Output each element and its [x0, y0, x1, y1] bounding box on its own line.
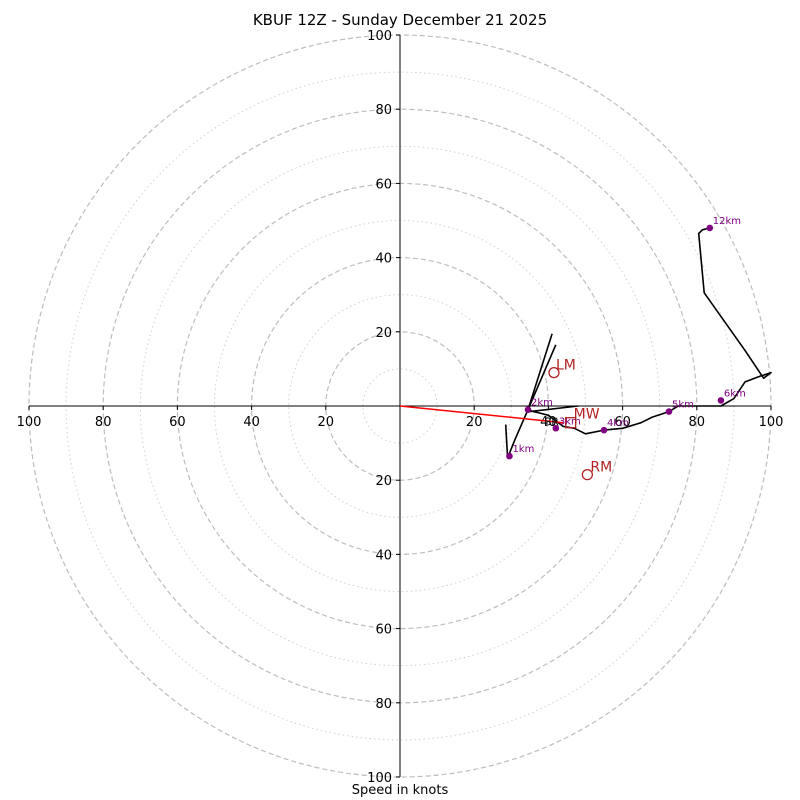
height-label-3km: 3km: [559, 416, 581, 427]
y-tick-label-pos: 20: [375, 326, 392, 341]
x-tick-label-neg: 40: [243, 415, 260, 430]
height-marker-1km: [506, 452, 513, 460]
mean-wind-marker: [565, 417, 577, 429]
right-mover-marker: [581, 468, 594, 481]
x-tick-label-neg: 80: [95, 415, 112, 430]
x-tick-label-neg: 100: [17, 415, 42, 430]
height-label-1km: 1km: [512, 444, 534, 455]
height-marker-2km: [524, 406, 532, 414]
height-marker-12km: [706, 224, 714, 232]
y-tick-label-pos: 80: [375, 103, 392, 118]
x-axis-label: Speed in knots: [351, 783, 449, 798]
x-tick-label-neg: 60: [169, 415, 186, 430]
x-tick-label-neg: 20: [318, 415, 335, 430]
height-marker-4km: [600, 426, 608, 434]
y-tick-label-neg: 20: [375, 474, 392, 489]
height-markers: 1km 2km 3km 4km 5km 6km 12km: [506, 216, 746, 460]
left-mover-marker: [548, 366, 560, 379]
hodograph-spur-3: [529, 405, 579, 413]
hodograph-spur-2: [527, 333, 553, 410]
y-tick-label-neg: 80: [375, 697, 392, 712]
hodograph-spur-1: [527, 344, 557, 411]
height-label-5km: 5km: [672, 400, 694, 411]
right-mover-label: RM: [590, 460, 612, 476]
storm-motion: MW LM RM SR: [544, 358, 612, 481]
y-tick-label-pos: 40: [375, 252, 392, 267]
y-tick-label-pos: 100: [367, 29, 392, 44]
height-label-2km: 2km: [531, 398, 553, 409]
y-tick-label-neg: 100: [367, 771, 392, 786]
y-tick-label-pos: 60: [375, 177, 392, 192]
hodograph-trace: [504, 227, 772, 459]
hodograph-traces: [399, 227, 772, 459]
y-tick-label-neg: 40: [375, 548, 392, 563]
mean-wind-label: MW: [574, 407, 600, 423]
height-label-12km: 12km: [713, 216, 741, 227]
x-tick-label-pos: 80: [689, 415, 706, 430]
height-marker-6km: [717, 397, 725, 404]
x-tick-label-pos: 100: [759, 415, 784, 430]
storm-relative-label: SR: [544, 416, 559, 429]
height-label-4km: 4km: [607, 418, 629, 429]
chart-title: KBUF 12Z - Sunday December 21 2025: [252, 11, 548, 29]
mean-wind-vector: [399, 405, 564, 424]
left-mover-label: LM: [556, 358, 576, 374]
height-marker-5km: [665, 408, 673, 415]
x-tick-label-pos: 20: [466, 415, 483, 430]
y-tick-label-neg: 60: [375, 623, 392, 638]
height-marker-3km: [552, 424, 560, 432]
height-label-6km: 6km: [724, 388, 746, 399]
